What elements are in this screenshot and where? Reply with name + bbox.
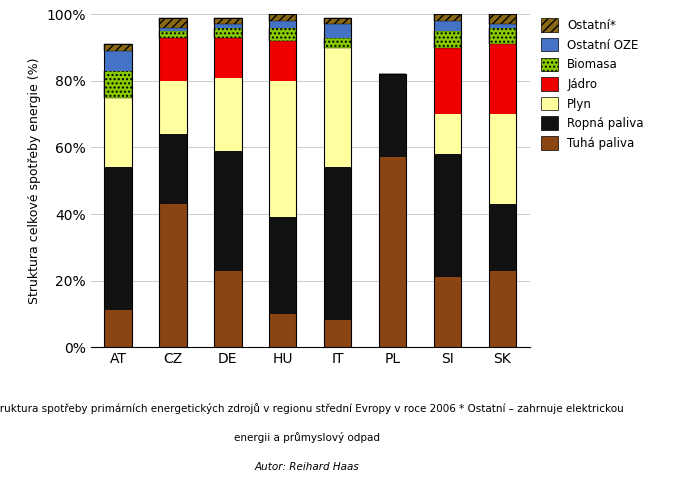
Bar <box>324 25 351 38</box>
Bar <box>269 314 296 347</box>
Bar <box>489 204 516 270</box>
Text: energii a průmyslový odpad: energii a průmyslový odpad <box>233 432 380 443</box>
Text: Struktura spotřeby primárních energetických zdrojů v regionu střední Evropy v ro: Struktura spotřeby primárních energetick… <box>0 403 624 414</box>
Bar <box>214 78 242 151</box>
Bar <box>159 38 187 81</box>
Bar <box>434 21 461 31</box>
Bar <box>324 38 351 48</box>
Y-axis label: Struktura celkové spotřeby energie (%): Struktura celkové spotřeby energie (%) <box>28 57 40 304</box>
Bar <box>489 25 516 28</box>
Bar <box>159 18 187 28</box>
Bar <box>324 18 351 347</box>
Bar <box>105 167 132 310</box>
Legend: Ostatní*, Ostatní OZE, Biomasa, Jádro, Plyn, Ropná paliva, Tuhá paliva: Ostatní*, Ostatní OZE, Biomasa, Jádro, P… <box>540 17 645 151</box>
Bar <box>269 81 296 217</box>
Bar <box>159 28 187 31</box>
Bar <box>214 18 242 25</box>
Bar <box>269 41 296 81</box>
Bar <box>269 14 296 347</box>
Bar <box>214 270 242 347</box>
Bar <box>269 28 296 41</box>
Bar <box>378 74 406 158</box>
Bar <box>105 44 132 347</box>
Bar <box>434 48 461 114</box>
Bar <box>214 151 242 270</box>
Bar <box>434 154 461 277</box>
Bar <box>105 71 132 97</box>
Bar <box>159 18 187 347</box>
Bar <box>159 204 187 347</box>
Bar <box>489 28 516 44</box>
Bar <box>214 28 242 38</box>
Bar <box>434 114 461 154</box>
Bar <box>489 44 516 114</box>
Bar <box>105 310 132 347</box>
Bar <box>159 81 187 134</box>
Bar <box>324 321 351 347</box>
Bar <box>214 18 242 347</box>
Bar <box>269 14 296 21</box>
Bar <box>269 21 296 28</box>
Bar <box>159 134 187 204</box>
Bar <box>324 48 351 167</box>
Bar <box>378 74 406 347</box>
Bar <box>489 14 516 25</box>
Bar <box>324 18 351 25</box>
Bar <box>105 51 132 71</box>
Bar <box>214 38 242 78</box>
Bar <box>434 14 461 347</box>
Bar <box>269 217 296 314</box>
Bar <box>434 14 461 21</box>
Bar <box>378 158 406 347</box>
Bar <box>489 270 516 347</box>
Bar <box>324 167 351 321</box>
Bar <box>434 277 461 347</box>
Bar <box>214 25 242 28</box>
Bar <box>489 114 516 204</box>
Bar <box>434 31 461 48</box>
Bar <box>489 14 516 347</box>
Bar <box>159 31 187 38</box>
Bar <box>105 44 132 51</box>
Text: Autor: Reihard Haas: Autor: Reihard Haas <box>254 462 359 472</box>
Bar <box>105 98 132 167</box>
